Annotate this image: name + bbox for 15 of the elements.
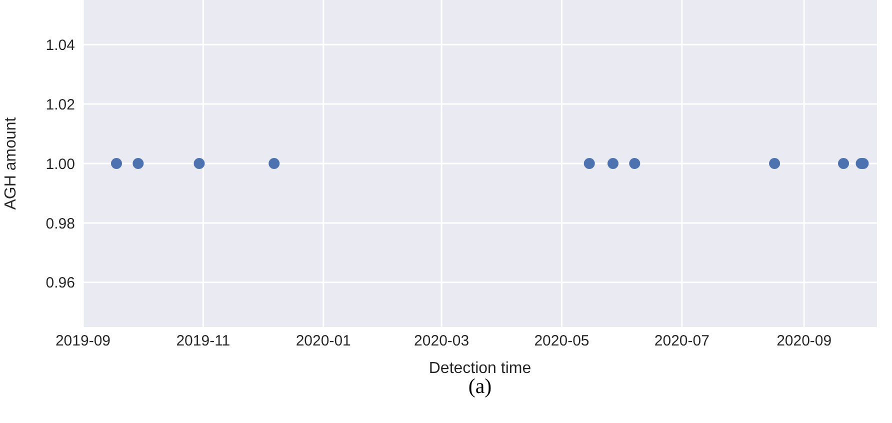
- x-tick-label: 2020-09: [776, 332, 832, 350]
- y-tick-label: 0.96: [46, 274, 75, 292]
- y-tick-label: 1.02: [46, 96, 75, 114]
- y-tick-label: 1.04: [46, 36, 75, 54]
- x-tick-label: 2020-07: [654, 332, 710, 350]
- x-tick-label: 2020-01: [296, 332, 351, 350]
- x-tick-label: 2019-09: [55, 332, 111, 350]
- y-axis-title: AGH amount: [2, 116, 20, 210]
- text: (a): [467, 374, 493, 399]
- y-tick-label: 0.98: [46, 215, 75, 232]
- x-tick-label: 2020-03: [414, 332, 470, 350]
- y-tick-label: 1.00: [46, 156, 75, 173]
- x-axis-title: Detection time: [428, 360, 532, 377]
- x-tick-label: 2020-05: [534, 332, 590, 350]
- x-tick-label: 2019-11: [176, 332, 230, 350]
